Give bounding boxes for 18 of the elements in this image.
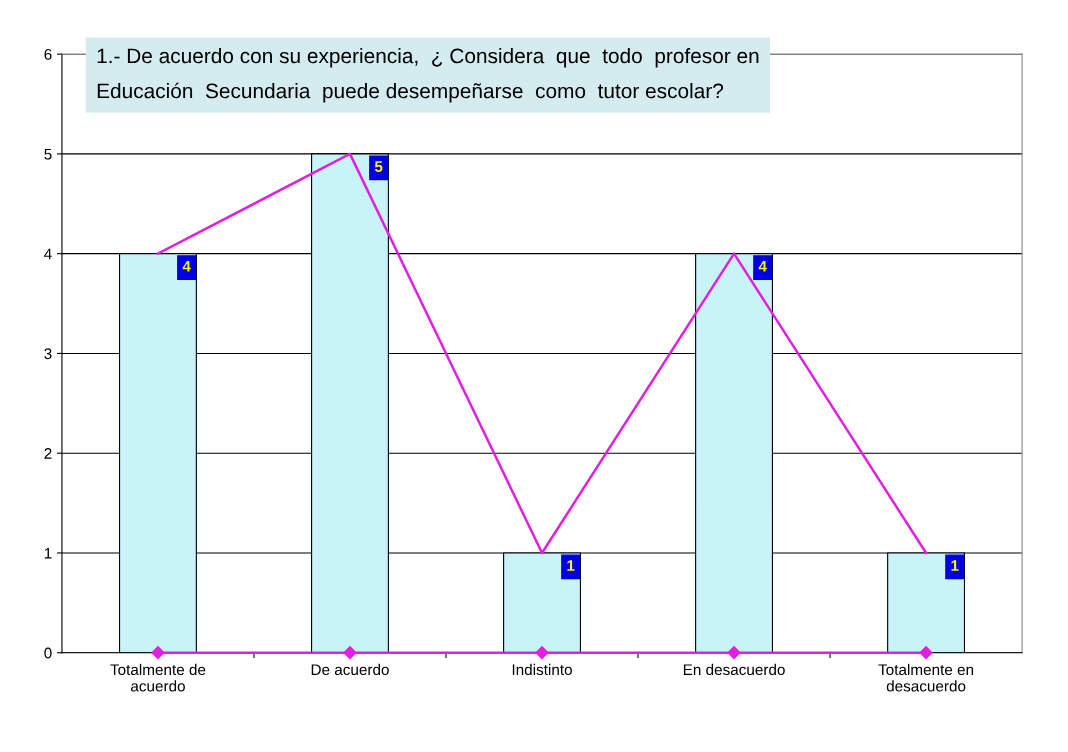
y-tick-label: 2 <box>44 448 52 459</box>
y-tick-label: 1 <box>44 548 52 559</box>
y-tick-label: 5 <box>44 148 52 160</box>
x-tick-label: Indistinto <box>512 663 572 676</box>
y-tick-label: 4 <box>44 248 52 260</box>
data-label: 4 <box>182 261 191 272</box>
data-label: 4 <box>758 261 767 272</box>
x-tick-label: Totalmente en desacuerdo <box>878 663 974 692</box>
x-tick-label: Totalmente de acuerdo <box>110 663 206 692</box>
data-label: 1 <box>567 560 575 571</box>
data-label: 5 <box>374 161 383 172</box>
text: 1.- De acuerdo con su experiencia, ¿ Considera que todo profesor en Educación Secundaria puede desempeñarse como tutor escolar? <box>97 47 759 103</box>
x-tick-label: De acuerdo <box>311 663 389 676</box>
y-tick-label: 0 <box>44 647 52 659</box>
y-tick-label: 3 <box>44 348 52 360</box>
x-tick-label: En desacuerdo <box>683 663 785 676</box>
y-tick-label: 6 <box>44 49 52 60</box>
data-label: 1 <box>951 560 959 571</box>
